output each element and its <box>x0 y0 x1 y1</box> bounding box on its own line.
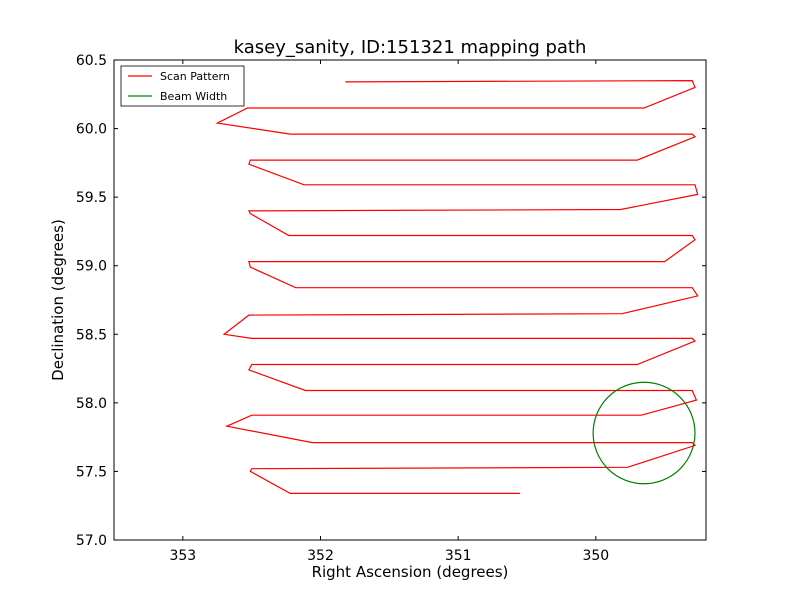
x-tick-label: 353 <box>169 548 196 564</box>
x-tick-label: 352 <box>307 548 334 564</box>
legend: Scan Pattern Beam Width <box>120 65 245 107</box>
legend-label-beam-width: Beam Width <box>160 90 227 103</box>
y-tick-label: 60.5 <box>76 53 107 69</box>
beam-width-circle <box>592 381 696 485</box>
plot-frame <box>113 59 707 541</box>
legend-box <box>120 65 245 107</box>
plot-area <box>113 59 707 541</box>
legend-label-scan-pattern: Scan Pattern <box>160 70 230 83</box>
y-tick-label: 57.5 <box>76 464 107 480</box>
x-tick-label: 350 <box>582 548 609 564</box>
y-tick-label: 58.5 <box>76 327 107 343</box>
y-tick-label: 58.0 <box>76 396 107 412</box>
x-tick-label: 351 <box>445 548 472 564</box>
y-tick-label: 60.0 <box>76 122 107 138</box>
axis-ticks: 353 352 351 350 57.0 57.5 58.0 58.5 59.0 59.5 60.0… <box>76 53 706 564</box>
y-tick-label: 59.5 <box>76 190 107 206</box>
chart-title: kasey_sanity, ID:151321 mapping path <box>234 37 587 58</box>
y-axis-label: Declination (degrees) <box>49 219 67 381</box>
x-axis-label: Right Ascension (degrees) <box>312 563 509 581</box>
scan-pattern-line <box>215 79 699 494</box>
y-tick-label: 57.0 <box>76 533 107 549</box>
y-tick-label: 59.0 <box>76 259 107 275</box>
